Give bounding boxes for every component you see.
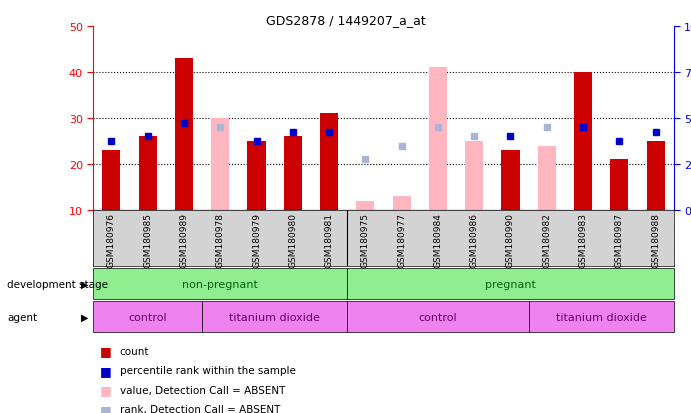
Bar xyxy=(465,142,483,211)
Text: GSM180983: GSM180983 xyxy=(578,212,587,267)
Text: pregnant: pregnant xyxy=(485,279,536,289)
Text: GSM180976: GSM180976 xyxy=(107,212,116,267)
Text: value, Detection Call = ABSENT: value, Detection Call = ABSENT xyxy=(120,385,285,395)
Text: percentile rank within the sample: percentile rank within the sample xyxy=(120,366,296,375)
Text: ■: ■ xyxy=(100,364,112,377)
Bar xyxy=(392,197,410,211)
Text: titanium dioxide: titanium dioxide xyxy=(229,312,320,322)
Text: GSM180975: GSM180975 xyxy=(361,212,370,267)
Bar xyxy=(93,301,202,332)
Bar xyxy=(610,160,628,211)
Bar xyxy=(348,301,529,332)
Text: GSM180979: GSM180979 xyxy=(252,212,261,267)
Text: GSM180989: GSM180989 xyxy=(180,212,189,267)
Bar xyxy=(202,301,347,332)
Text: GSM180980: GSM180980 xyxy=(288,212,297,267)
Bar xyxy=(175,59,193,211)
Bar xyxy=(320,114,338,211)
Text: GSM180986: GSM180986 xyxy=(470,212,479,267)
Text: GSM180988: GSM180988 xyxy=(651,212,660,267)
Text: non-pregnant: non-pregnant xyxy=(182,279,258,289)
Bar xyxy=(538,146,556,211)
Text: GSM180990: GSM180990 xyxy=(506,212,515,267)
Text: rank, Detection Call = ABSENT: rank, Detection Call = ABSENT xyxy=(120,404,280,413)
Text: control: control xyxy=(419,312,457,322)
Bar xyxy=(102,151,120,211)
Text: GDS2878 / 1449207_a_at: GDS2878 / 1449207_a_at xyxy=(265,14,426,27)
Text: ▶: ▶ xyxy=(81,279,88,289)
Text: ■: ■ xyxy=(100,403,112,413)
Bar xyxy=(502,151,520,211)
Bar xyxy=(647,142,665,211)
Bar xyxy=(529,301,674,332)
Text: GSM180981: GSM180981 xyxy=(325,212,334,267)
Bar xyxy=(247,142,265,211)
Text: GSM180985: GSM180985 xyxy=(143,212,152,267)
Text: agent: agent xyxy=(7,312,37,322)
Text: control: control xyxy=(129,312,167,322)
Text: ▶: ▶ xyxy=(81,312,88,322)
Text: ■: ■ xyxy=(100,344,112,358)
Text: GSM180977: GSM180977 xyxy=(397,212,406,267)
Text: GSM180978: GSM180978 xyxy=(216,212,225,267)
Text: titanium dioxide: titanium dioxide xyxy=(556,312,647,322)
Bar xyxy=(139,137,157,211)
Text: count: count xyxy=(120,346,149,356)
Bar xyxy=(211,119,229,211)
Bar xyxy=(348,268,674,299)
Bar xyxy=(284,137,302,211)
Bar xyxy=(574,73,592,211)
Text: development stage: development stage xyxy=(7,279,108,289)
Text: GSM180984: GSM180984 xyxy=(433,212,442,267)
Text: GSM180987: GSM180987 xyxy=(615,212,624,267)
Text: ■: ■ xyxy=(100,383,112,396)
Bar xyxy=(429,68,447,211)
Bar xyxy=(93,268,347,299)
Bar xyxy=(357,202,375,211)
Text: GSM180982: GSM180982 xyxy=(542,212,551,267)
